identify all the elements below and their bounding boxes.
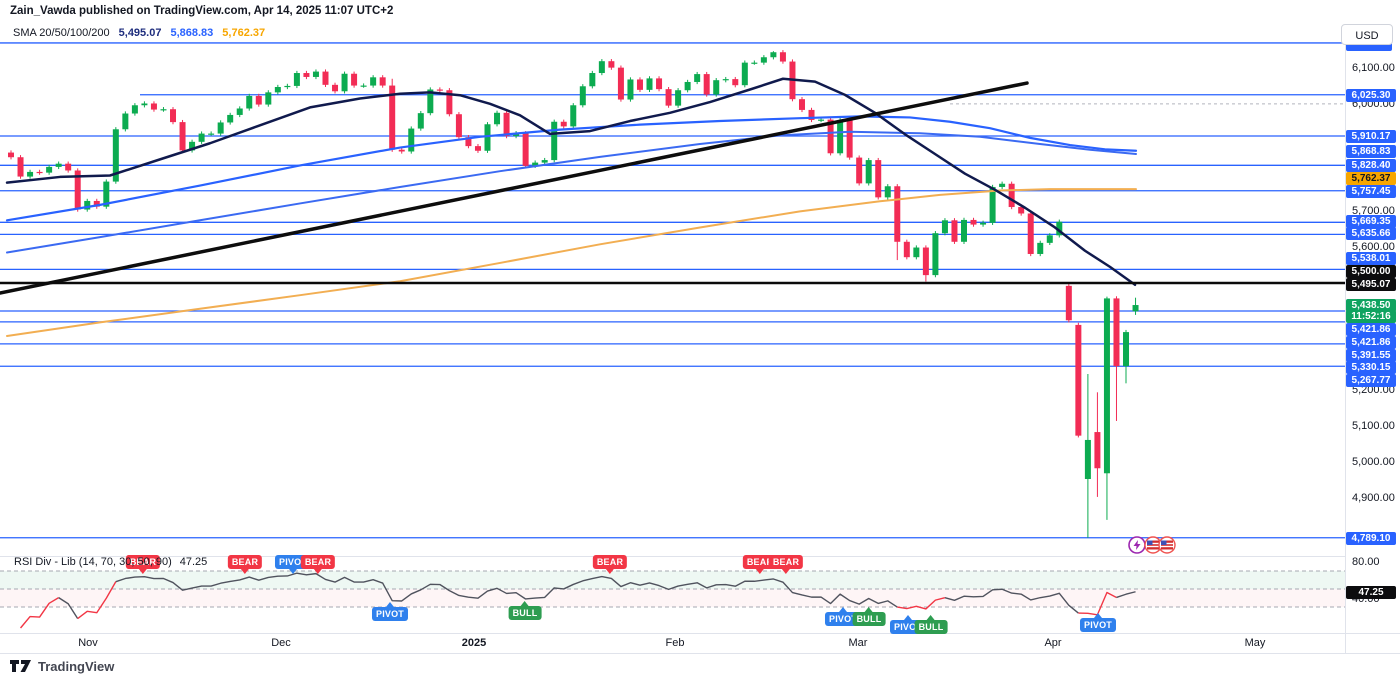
price-label: 5,267.77	[1346, 373, 1396, 387]
price-label: 6,025.30	[1346, 88, 1396, 102]
publish-info: Zain_Vawda published on TradingView.com,…	[10, 5, 394, 17]
time-axis-bottom-border	[0, 653, 1400, 654]
rsi-badge-bear: BEAR	[125, 555, 161, 569]
time-label[interactable]: Feb	[665, 637, 685, 649]
time-label[interactable]: 2025	[461, 637, 487, 649]
price-label: 5,330.15	[1346, 360, 1396, 374]
sma50-value: 5,868.83	[170, 27, 214, 39]
price-tick: 5,600.00	[1352, 241, 1395, 253]
price-tick: 5,100.00	[1352, 420, 1395, 432]
price-scale-border[interactable]	[1345, 24, 1346, 653]
price-label: 5,391.55	[1346, 348, 1396, 362]
price-tick: 5,200.00	[1352, 384, 1395, 396]
us-flag-icon[interactable]	[1158, 536, 1176, 554]
rsi-line	[944, 588, 1079, 614]
price-label: 11:52:16	[1346, 309, 1396, 323]
time-label[interactable]: Nov	[78, 637, 98, 649]
rsi-lower-band	[0, 589, 1345, 607]
sma20-value: 5,495.07	[118, 27, 162, 39]
rsi-upper-band	[0, 571, 1345, 589]
price-label: 5,635.66	[1346, 226, 1396, 240]
rsi-line	[58, 597, 79, 619]
price-label: 5,421.86	[1346, 335, 1396, 349]
price-tick: 4,900.00	[1352, 492, 1395, 504]
price-label: 5,538.01	[1346, 251, 1396, 265]
time-label[interactable]: Dec	[271, 637, 291, 649]
time-axis-top-border	[0, 633, 1400, 634]
price-label: 5,910.17	[1346, 129, 1396, 143]
sma100-line	[6, 130, 1137, 254]
price-label: 5,762.37	[1346, 171, 1396, 185]
sma20-line	[5, 77, 1137, 287]
price-label: 5,421.86	[1346, 322, 1396, 336]
price-label: 5,669.35	[1346, 214, 1396, 228]
lightning-icon[interactable]	[1128, 536, 1146, 554]
price-tick: 6,100.00	[1352, 62, 1395, 74]
price-label: 5,500.00	[1346, 264, 1396, 278]
price-label: 5,438.50	[1346, 298, 1396, 312]
candles-layer	[8, 50, 1139, 538]
rsi-legend-title: RSI Div - Lib (14, 70, 30, 50, 90)	[14, 556, 172, 568]
rsi-line	[1116, 591, 1136, 599]
rsi-legend-value: 47.25	[179, 556, 208, 568]
tradingview-logo-text: TradingView	[38, 659, 115, 674]
sma-legend-label: SMA 20/50/100/200	[13, 27, 110, 39]
price-label: 5,828.40	[1346, 158, 1396, 172]
price-tick: 5,000.00	[1352, 456, 1395, 468]
time-label[interactable]: May	[1244, 637, 1266, 649]
rsi-badge-bull: BULL	[914, 620, 948, 634]
rsi-line	[77, 581, 117, 620]
rsi-badge-bull: BULL	[508, 606, 542, 620]
sma200-value: 5,762.37	[222, 27, 266, 39]
rsi-line	[115, 572, 898, 608]
price-label: 47.25	[1346, 585, 1396, 599]
tradingview-logo[interactable]: TradingView	[10, 659, 114, 674]
rsi-badge-pivot: PIVOT	[371, 607, 409, 621]
currency-button[interactable]: USD	[1341, 24, 1393, 45]
price-label: 5,868.83	[1346, 144, 1396, 158]
pane-divider[interactable]	[0, 556, 1345, 557]
trendline[interactable]	[0, 81, 1029, 295]
price-tick: 80.00	[1352, 556, 1380, 568]
rsi-badge-bear: BEAR	[768, 555, 804, 569]
sma200-line	[6, 188, 1137, 338]
rsi-badge-bear: BEAR	[227, 555, 263, 569]
price-tick: 5,700.00	[1352, 205, 1395, 217]
rsi-line	[19, 597, 60, 629]
price-label: 4,789.10	[1346, 531, 1396, 545]
rsi-badge-pivot: PIVOT	[1079, 618, 1117, 632]
rsi-badge-bear: BEAR	[300, 555, 336, 569]
time-label[interactable]: Apr	[1044, 637, 1062, 649]
sma-legend[interactable]: SMA 20/50/100/200 5,495.07 5,868.83 5,76…	[13, 27, 265, 39]
price-label	[1346, 41, 1392, 51]
price-label: 5,495.07	[1346, 277, 1396, 291]
tradingview-logo-icon	[10, 660, 31, 672]
rsi-badge-bull: BULL	[852, 612, 886, 626]
rsi-legend[interactable]: RSI Div - Lib (14, 70, 30, 50, 90) 47.25	[14, 556, 207, 568]
rsi-line	[897, 597, 946, 610]
rsi-badge-bear: BEAR	[592, 555, 628, 569]
sma50-line	[5, 115, 1138, 222]
time-label[interactable]: Mar	[848, 637, 868, 649]
price-label: 5,757.45	[1346, 184, 1396, 198]
